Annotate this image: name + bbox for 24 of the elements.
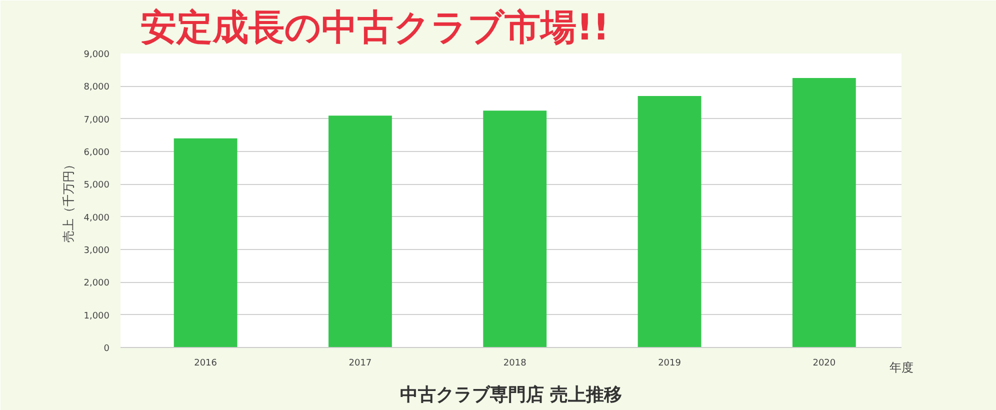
text: 中古クラブ専門店 売上推移	[400, 384, 622, 406]
x-tick-label: 2016	[194, 358, 218, 368]
x-tick-label: 2020	[812, 358, 836, 368]
bar	[174, 138, 238, 348]
x-tick-label: 2017	[348, 358, 372, 368]
x-tick-label: 2019	[658, 358, 682, 368]
y-tick-label: 3,000	[84, 246, 110, 256]
bar	[328, 116, 392, 348]
y-tick-label: 7,000	[84, 115, 110, 126]
bar	[792, 78, 856, 348]
y-tick-label: 2,000	[84, 278, 110, 289]
y-tick-label: 0	[104, 344, 110, 354]
y-tick-label: 1,000	[84, 311, 110, 322]
text: 安定成長の中古クラブ市場!!	[140, 8, 610, 48]
bar	[638, 96, 702, 348]
x-axis-title: 年度	[890, 360, 914, 374]
y-tick-label: 9,000	[84, 50, 110, 60]
y-tick-label: 8,000	[84, 82, 110, 93]
y-axis-title: 売上（千万円）	[62, 158, 76, 242]
y-tick-label: 5,000	[84, 180, 110, 191]
x-tick-label: 2018	[503, 358, 527, 368]
bar	[483, 110, 547, 348]
y-tick-label: 6,000	[84, 148, 110, 158]
y-tick-label: 4,000	[84, 213, 110, 224]
